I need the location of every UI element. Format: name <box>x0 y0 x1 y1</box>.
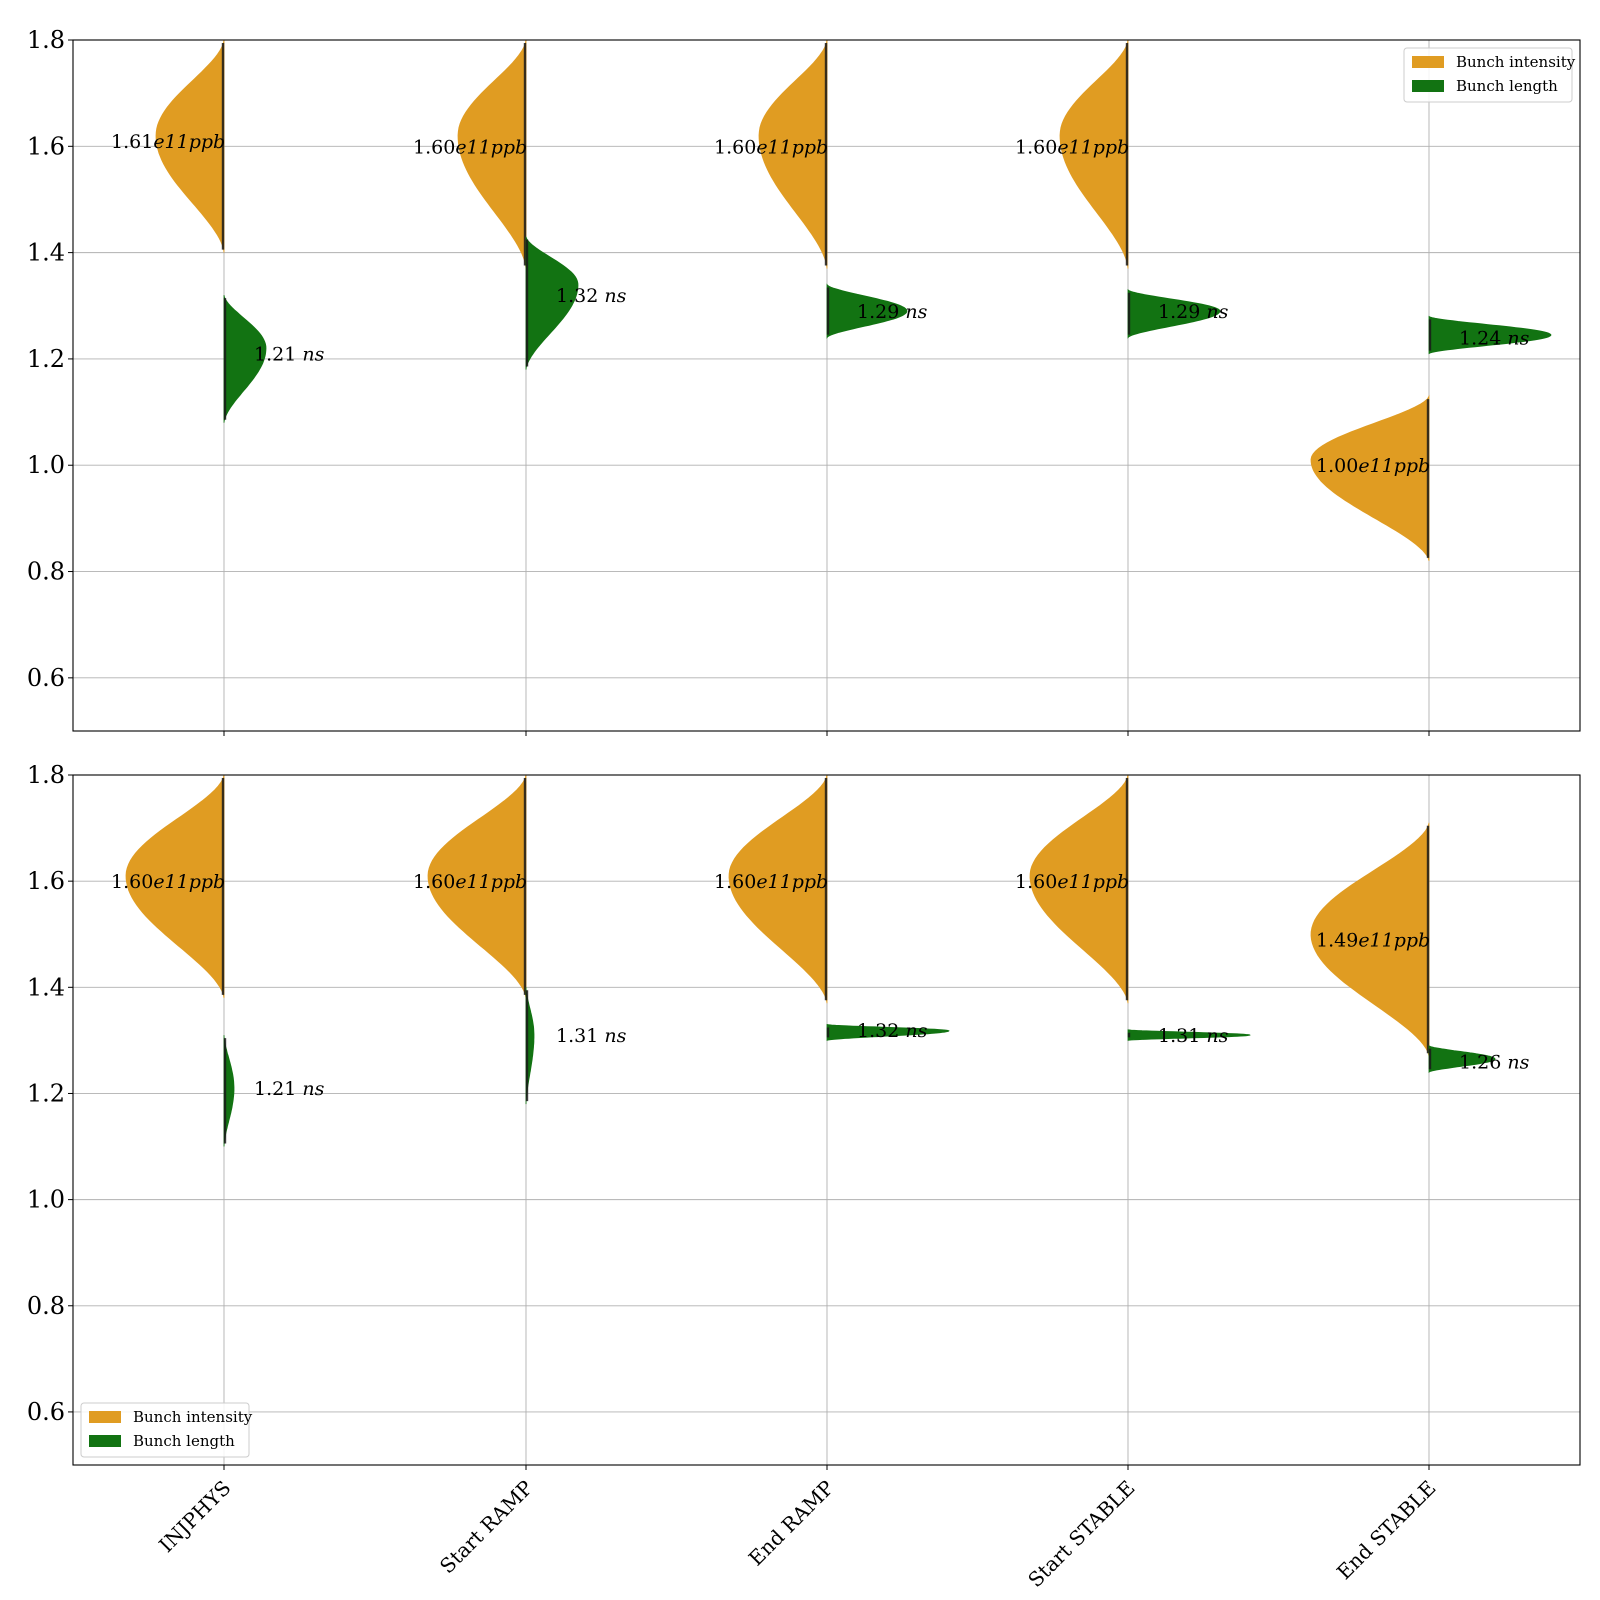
intensity-violin <box>758 40 828 269</box>
length-violin <box>223 1035 235 1147</box>
y-tick-label: 0.8 <box>27 558 65 586</box>
length-violin <box>525 236 579 370</box>
y-tick-label: 1.6 <box>27 132 65 160</box>
intensity-value-label: 1.49e11ppb <box>1316 930 1430 952</box>
x-category-label: Start STABLE <box>1023 1476 1139 1592</box>
intensity-value-label: 1.60e11ppb <box>111 871 225 893</box>
y-tick-label: 1.8 <box>27 26 65 54</box>
length-value-label: 1.24 ns <box>1459 328 1530 350</box>
intensity-violin <box>1029 775 1129 1004</box>
chart-panel-2: 0.6 0.8 1.0 1.2 1.4 1.6 1.8 1.60e11ppb 1.60e11pp… <box>27 761 1581 1470</box>
legend-swatch <box>89 1435 121 1447</box>
y-tick-label: 0.6 <box>27 1398 65 1426</box>
intensity-value-label: 1.61e11ppb <box>111 131 225 153</box>
intensity-value-label: 1.60e11ppb <box>1015 871 1129 893</box>
length-value-label: 1.31 ns <box>1158 1025 1229 1047</box>
y-tick-label: 0.8 <box>27 1292 65 1320</box>
y-tick-label: 1.2 <box>27 345 65 373</box>
intensity-violin <box>1059 40 1129 269</box>
length-value-label: 1.21 ns <box>254 1078 325 1100</box>
length-violin <box>1127 1029 1251 1041</box>
length-value-label: 1.32 ns <box>556 285 627 307</box>
x-category-label: INJPHYS <box>154 1476 235 1557</box>
intensity-violin <box>125 775 225 998</box>
length-value-label: 1.29 ns <box>1158 301 1229 323</box>
axes-frame <box>72 774 1581 1466</box>
y-tick-label: 1.8 <box>27 761 65 789</box>
legend-swatch <box>1412 56 1444 68</box>
legend-swatch <box>1412 80 1444 92</box>
x-category-label: End STABLE <box>1332 1476 1441 1585</box>
intensity-violin <box>1310 394 1430 562</box>
intensity-value-label: 1.60e11ppb <box>413 136 527 158</box>
legend-label: Bunch length <box>1456 77 1558 95</box>
length-violin <box>1428 1044 1496 1073</box>
legend-box <box>1403 47 1573 103</box>
legend-label: Bunch intensity <box>133 1408 253 1426</box>
length-value-label: 1.31 ns <box>556 1025 627 1047</box>
intensity-violin <box>155 40 225 253</box>
intensity-violin <box>728 775 828 1004</box>
y-tick-label: 1.6 <box>27 867 65 895</box>
intensity-value-label: 1.60e11ppb <box>413 871 527 893</box>
intensity-violin <box>427 775 527 998</box>
legend-label: Bunch intensity <box>1456 53 1576 71</box>
length-violin <box>826 283 908 339</box>
y-tick-label: 1.2 <box>27 1079 65 1107</box>
length-value-label: 1.26 ns <box>1459 1052 1530 1074</box>
x-category-label: Start RAMP <box>435 1476 538 1579</box>
y-tick-label: 0.6 <box>27 664 65 692</box>
legend-label: Bunch length <box>133 1432 235 1450</box>
intensity-value-label: 1.60e11ppb <box>714 136 828 158</box>
intensity-value-label: 1.60e11ppb <box>714 871 828 893</box>
legend-swatch <box>89 1411 121 1423</box>
legend: Bunch intensity Bunch length <box>80 1402 253 1458</box>
axes-frame <box>72 39 1581 732</box>
legend: Bunch intensity Bunch length <box>1403 47 1576 103</box>
x-category-label: End RAMP <box>744 1476 839 1571</box>
legend-box <box>80 1402 250 1458</box>
y-tick-label: 1.4 <box>27 239 65 267</box>
y-tick-label: 1.4 <box>27 973 65 1001</box>
intensity-value-label: 1.00e11ppb <box>1316 455 1430 477</box>
length-value-label: 1.32 ns <box>857 1020 928 1042</box>
length-violin <box>1428 315 1552 355</box>
length-violin <box>826 1024 950 1041</box>
intensity-violin <box>1310 822 1430 1057</box>
y-tick-label: 1.0 <box>27 451 65 479</box>
chart-panel-1: 0.6 0.8 1.0 1.2 1.4 1.6 1.8 1.61e11ppb 1.60e11pp… <box>27 26 1581 736</box>
length-value-label: 1.21 ns <box>254 344 325 366</box>
length-violin <box>1127 288 1221 339</box>
intensity-violin <box>457 40 527 269</box>
intensity-value-label: 1.60e11ppb <box>1015 136 1129 158</box>
length-violin <box>223 295 267 423</box>
length-value-label: 1.29 ns <box>857 301 928 323</box>
y-tick-label: 1.0 <box>27 1186 65 1214</box>
